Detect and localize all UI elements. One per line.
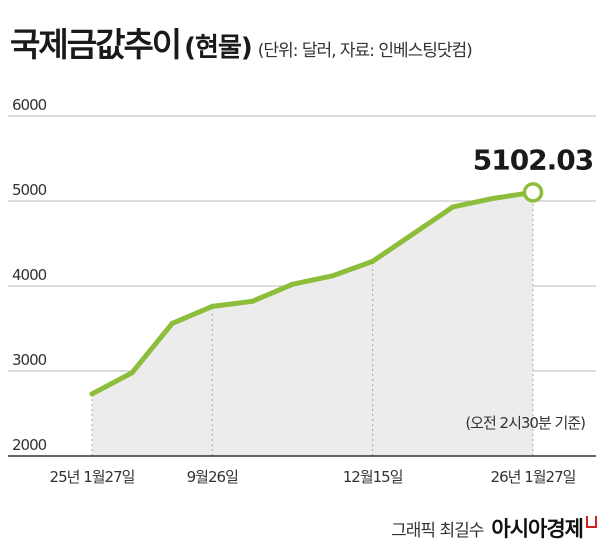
data-point [450, 204, 456, 210]
y-tick-label: 5000 [12, 181, 47, 199]
y-tick-label: 6000 [12, 96, 47, 114]
y-tick-label: 2000 [12, 436, 47, 454]
area-fill [92, 192, 533, 456]
x-tick-label: 26년 1월27일 [491, 468, 576, 486]
x-tick-label: 25년 1월27일 [50, 468, 135, 486]
data-point [129, 370, 135, 376]
brand-mark-icon [586, 516, 597, 528]
publisher-brand: 아시아경제 [491, 517, 584, 541]
last-value-label: 5102.03 [473, 143, 594, 176]
data-point [89, 391, 95, 397]
data-point [330, 273, 336, 279]
chart-title: 국제금값추이 [10, 25, 182, 64]
data-point [289, 281, 295, 287]
data-point [490, 195, 496, 201]
last-point-marker [522, 182, 544, 203]
unit-source-note: (단위: 달러, 자료: 인베스팅닷컴) [257, 41, 473, 61]
data-point [209, 303, 215, 309]
x-tick-label: 9월26일 [187, 468, 238, 486]
credit-line: 그래픽 최길수 아시아경제 [391, 513, 597, 543]
y-tick-label: 3000 [12, 351, 47, 369]
data-point [169, 320, 175, 326]
time-annotation: (오전 2시30분 기준) [465, 414, 585, 432]
data-point [410, 231, 416, 237]
chart-title-row: 국제금값추이 (현물) (단위: 달러, 자료: 인베스팅닷컴) [10, 18, 473, 66]
chart-subtitle: (현물) [184, 33, 253, 63]
y-tick-label: 4000 [12, 266, 47, 284]
series-line [89, 189, 536, 397]
x-tick-label: 12월15일 [343, 468, 403, 486]
data-point [249, 298, 255, 304]
graphic-credit: 그래픽 최길수 [391, 521, 484, 541]
data-point [370, 258, 376, 264]
